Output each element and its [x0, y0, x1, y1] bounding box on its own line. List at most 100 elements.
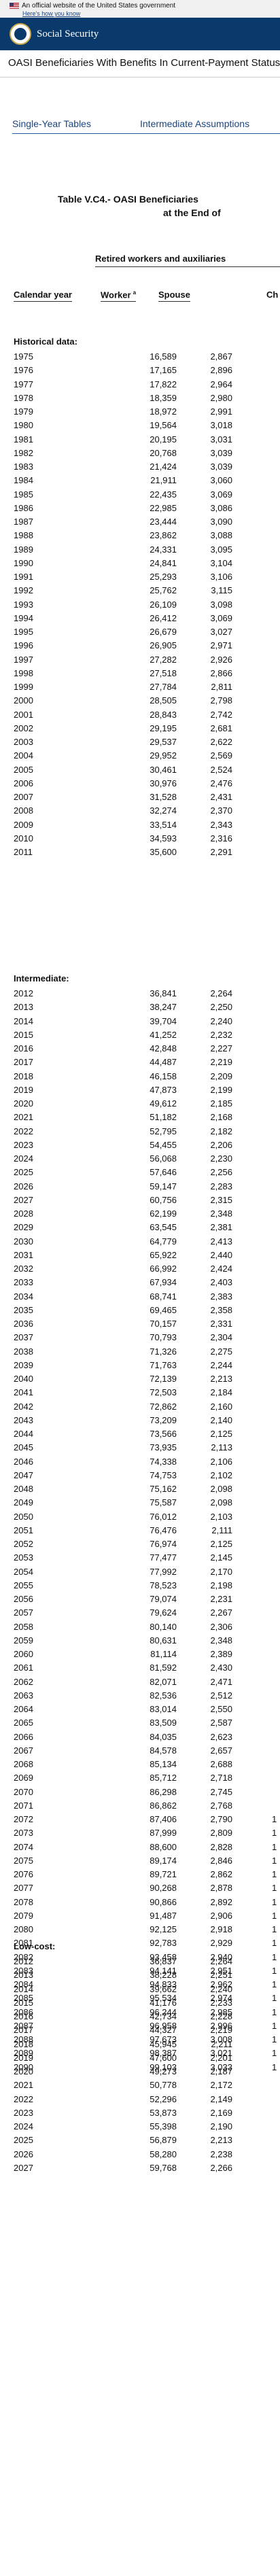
year-cell: 2004	[14, 750, 33, 761]
year-cell: 1981	[14, 434, 33, 445]
worker-cell: 47,600	[150, 2053, 177, 2063]
worker-cell: 59,147	[150, 1181, 177, 1191]
spouse-cell: 2,846	[210, 1856, 232, 1866]
table-row: 2036 70,157 2,331	[0, 1319, 280, 1332]
table-row: 2056 79,074 2,231	[0, 1594, 280, 1607]
worker-cell: 32,274	[150, 805, 177, 816]
table-row: 2057 79,624 2,267	[0, 1607, 280, 1621]
spouse-cell: 3,027	[210, 627, 232, 637]
worker-cell: 79,074	[150, 1594, 177, 1604]
spouse-cell: 2,206	[210, 1140, 232, 1150]
tab-intermediate-assumptions[interactable]: Intermediate Assumptions	[140, 118, 249, 129]
spouse-cell: 2,233	[210, 1998, 232, 2008]
year-cell: 2044	[14, 1429, 33, 1439]
spouse-cell: 2,106	[210, 1457, 232, 1467]
worker-cell: 65,922	[150, 1250, 177, 1260]
heres-how-you-know-link[interactable]: Here's how you know	[22, 10, 280, 17]
table-row: 1998 27,518 2,866	[0, 668, 280, 682]
worker-cell: 76,974	[150, 1539, 177, 1549]
year-cell: 2024	[14, 1153, 33, 1164]
year-cell: 2005	[14, 765, 33, 775]
table-row: 2021 51,182 2,168	[0, 1112, 280, 1126]
worker-cell: 39,704	[150, 1016, 177, 1026]
table-row: 1981 20,195 3,031	[0, 434, 280, 448]
year-cell: 2019	[14, 1085, 33, 1095]
spouse-cell: 2,971	[210, 640, 232, 650]
worker-cell: 21,911	[150, 475, 177, 485]
worker-cell: 27,282	[150, 655, 177, 665]
table-row: 2017 44,327 2,219	[0, 2025, 280, 2038]
table-row: 2038 71,326 2,275	[0, 1346, 280, 1360]
worker-cell: 80,140	[150, 1622, 177, 1632]
worker-cell: 85,134	[150, 1759, 177, 1769]
spouse-cell: 2,343	[210, 820, 232, 830]
year-cell: 2022	[14, 1126, 33, 1136]
year-cell: 2051	[14, 1525, 33, 1535]
spouse-cell: 2,524	[210, 765, 232, 775]
year-cell: 2063	[14, 1690, 33, 1701]
worker-cell: 62,199	[150, 1208, 177, 1219]
year-cell: 2052	[14, 1539, 33, 1549]
worker-cell: 29,195	[150, 723, 177, 733]
year-cell: 2048	[14, 1484, 33, 1494]
year-cell: 2028	[14, 1208, 33, 1219]
worker-cell: 72,503	[150, 1387, 177, 1397]
worker-cell: 21,424	[150, 462, 177, 472]
spouse-cell: 2,476	[210, 778, 232, 788]
table-row: 2061 81,592 2,430	[0, 1663, 280, 1676]
worker-cell: 78,523	[150, 1580, 177, 1590]
year-cell: 2012	[14, 1956, 33, 1966]
spouse-cell: 2,980	[210, 393, 232, 403]
child-cell: 1	[272, 1897, 277, 1907]
table-row: 2018 46,158 2,209	[0, 1071, 280, 1085]
year-cell: 2025	[14, 2135, 33, 2145]
worker-cell: 90,866	[150, 1897, 177, 1907]
table-row: 2035 69,465 2,358	[0, 1305, 280, 1319]
worker-cell: 31,528	[150, 792, 177, 802]
table-row: 1977 17,822 2,964	[0, 379, 280, 393]
year-cell: 2026	[14, 2149, 33, 2159]
worker-cell: 18,359	[150, 393, 177, 403]
worker-cell: 82,536	[150, 1690, 177, 1701]
spouse-cell: 2,389	[210, 1649, 232, 1659]
worker-cell: 26,412	[150, 613, 177, 623]
table-row: 1989 24,331 3,095	[0, 544, 280, 558]
year-cell: 2042	[14, 1402, 33, 1412]
table-row: 1984 21,911 3,060	[0, 475, 280, 489]
spouse-cell: 3,069	[210, 489, 232, 500]
year-cell: 1985	[14, 489, 33, 500]
year-cell: 1983	[14, 462, 33, 472]
worker-cell: 55,398	[150, 2121, 177, 2131]
worker-cell: 87,999	[150, 1828, 177, 1838]
table-row: 2037 70,793 2,304	[0, 1332, 280, 1346]
spouse-cell: 2,403	[210, 1277, 232, 1287]
year-cell: 2069	[14, 1773, 33, 1783]
table-row: 2031 65,922 2,440	[0, 1250, 280, 1264]
agency-name[interactable]: Social Security	[37, 29, 99, 40]
spouse-cell: 2,251	[210, 1970, 232, 1980]
spouse-cell: 3,104	[210, 558, 232, 568]
ssa-seal-icon[interactable]	[10, 23, 31, 45]
spouse-cell: 2,768	[210, 1800, 232, 1811]
worker-cell: 41,252	[150, 1030, 177, 1040]
spouse-cell: 2,213	[210, 2135, 232, 2145]
year-cell: 2017	[14, 1057, 33, 1067]
spouse-cell: 2,145	[210, 1552, 232, 1563]
table-row: 2026 59,147 2,283	[0, 1181, 280, 1195]
us-flag-icon	[10, 3, 19, 9]
spouse-cell: 2,906	[210, 1911, 232, 1921]
child-cell: 1	[272, 1883, 277, 1893]
table-row: 2076 89,721 2,862 1	[0, 1869, 280, 1883]
worker-cell: 88,600	[150, 1842, 177, 1852]
worker-cell: 20,195	[150, 434, 177, 445]
tab-bar: Single-Year Tables Intermediate Assumpti…	[0, 116, 280, 136]
table-row: 2075 89,174 2,846 1	[0, 1856, 280, 1869]
worker-cell: 39,662	[150, 1984, 177, 1994]
year-cell: 2057	[14, 1607, 33, 1618]
year-cell: 2061	[14, 1663, 33, 1673]
col-header-child: Ch	[266, 290, 278, 300]
tab-single-year-tables[interactable]: Single-Year Tables	[12, 118, 91, 129]
worker-cell: 79,624	[150, 1607, 177, 1618]
spouse-cell: 2,866	[210, 668, 232, 678]
worker-cell: 44,487	[150, 1057, 177, 1067]
